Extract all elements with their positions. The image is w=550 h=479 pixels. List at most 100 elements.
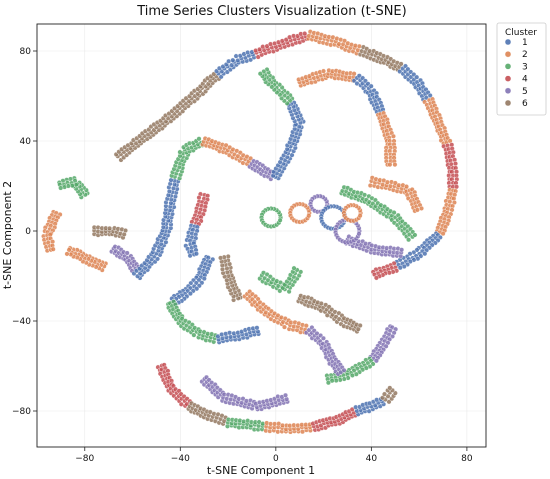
legend-label-3: 3 [522,62,528,72]
point-cluster-6 [387,385,393,391]
legend-marker-6 [504,99,512,107]
y-tick-label: 0 [25,227,31,237]
point-cluster-3 [196,136,202,142]
point-cluster-1 [422,251,428,257]
x-axis-label: t-SNE Component 1 [207,464,315,477]
point-cluster-6 [218,255,224,261]
point-cluster-3 [362,192,368,198]
point-cluster-3 [177,149,183,155]
legend-marker-3 [504,63,512,70]
plot-area-frame [36,23,487,448]
point-cluster-2 [303,323,309,329]
point-cluster-4 [268,41,274,47]
plot-points [41,29,460,435]
point-cluster-3 [406,237,412,243]
point-cluster-2 [419,205,425,211]
point-cluster-3 [291,265,297,271]
point-cluster-3 [325,380,331,386]
point-cluster-6 [398,61,404,67]
point-cluster-1 [248,57,254,63]
point-cluster-1 [187,253,193,259]
point-cluster-5 [124,250,130,256]
point-cluster-4 [453,161,459,167]
point-cluster-5 [383,343,389,349]
x-tick-label: 80 [461,454,473,464]
y-tick-label: 40 [20,137,32,147]
legend-label-5: 5 [522,87,528,97]
point-cluster-4 [373,275,379,281]
point-cluster-1 [154,256,160,262]
point-cluster-2 [50,246,56,252]
point-cluster-3 [349,372,355,378]
point-cluster-2 [392,162,398,168]
legend-label-6: 6 [522,99,528,109]
point-cluster-6 [382,391,388,397]
point-cluster-3 [58,185,64,191]
point-cluster-2 [275,429,281,435]
legend-marker-4 [504,75,512,82]
point-cluster-4 [302,31,308,37]
y-tick-label: −40 [12,317,31,327]
point-cluster-4 [454,184,460,190]
point-cluster-2 [351,71,357,77]
point-cluster-1 [194,286,200,292]
y-tick-label: 80 [20,47,32,57]
point-cluster-1 [233,53,239,59]
point-cluster-2 [390,133,396,139]
point-cluster-3 [277,288,283,294]
y-axis-ticks: −80 −40 0 40 80 [12,47,37,417]
point-cluster-1 [187,291,193,297]
x-tick-label: 40 [366,454,378,464]
point-cluster-4 [255,54,261,60]
point-cluster-1 [245,50,251,56]
point-cluster-3 [412,232,418,238]
point-cluster-6 [107,225,113,231]
point-cluster-2 [321,68,327,74]
point-cluster-2 [282,324,288,330]
point-cluster-2 [357,213,363,219]
point-cluster-1 [374,397,380,403]
point-cluster-2 [356,43,362,49]
legend: Cluster 1 2 3 4 5 6 [496,22,547,116]
point-cluster-3 [391,210,397,216]
point-cluster-1 [254,325,260,331]
point-cluster-3 [257,71,263,77]
point-cluster-5 [320,335,326,341]
legend-marker-2 [504,51,512,58]
point-cluster-5 [373,358,379,364]
x-tick-label: −80 [75,454,94,464]
y-axis-label: t-SNE Component 2 [1,181,14,289]
legend-title: Cluster [505,28,537,38]
x-axis-ticks: −80 −40 0 40 80 [75,447,473,464]
point-cluster-1 [427,92,433,98]
point-cluster-1 [168,177,174,183]
point-cluster-6 [318,301,324,307]
chart-title: Time Series Clusters Visualization (t-SN… [136,4,406,19]
point-cluster-4 [349,406,355,412]
point-cluster-5 [399,247,405,253]
point-cluster-6 [357,323,363,329]
point-cluster-1 [201,276,207,282]
y-tick-label: −80 [12,407,31,417]
point-cluster-2 [64,251,70,257]
point-cluster-1 [193,251,199,257]
point-cluster-5 [275,394,281,400]
point-cluster-2 [440,231,446,237]
x-tick-label: 0 [273,454,279,464]
point-cluster-2 [392,180,398,186]
legend-label-1: 1 [522,38,528,48]
legend-marker-5 [504,87,512,95]
point-cluster-5 [356,231,362,237]
point-cluster-2 [449,207,455,213]
point-cluster-2 [306,213,312,219]
point-cluster-1 [368,83,374,89]
point-cluster-5 [283,392,289,398]
point-cluster-3 [261,68,267,74]
point-cluster-2 [66,247,72,253]
point-cluster-1 [397,265,403,271]
legend-marker-1 [504,38,512,46]
point-cluster-4 [260,44,266,50]
point-cluster-2 [387,162,393,168]
point-cluster-1 [226,58,232,64]
